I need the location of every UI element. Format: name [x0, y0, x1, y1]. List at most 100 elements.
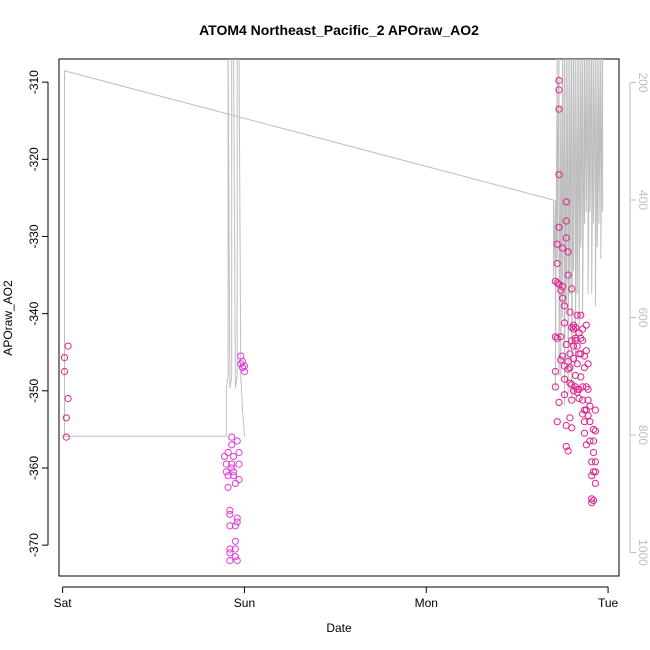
x-axis-title: Date [326, 621, 352, 635]
y-tick-label: -310 [27, 70, 41, 94]
data-point [591, 468, 600, 476]
data-point [560, 319, 569, 327]
data-point [579, 396, 587, 404]
data-point [60, 367, 69, 376]
data-point [591, 427, 600, 435]
data-point [573, 311, 581, 319]
data-point [60, 354, 69, 362]
data-point [235, 448, 243, 457]
x-tick-label: Tue [598, 596, 619, 610]
data-point [553, 240, 561, 248]
data-point [560, 302, 569, 310]
data-point [588, 472, 596, 480]
data-point [224, 483, 232, 491]
data-point [573, 360, 581, 368]
data-point [591, 406, 600, 414]
data-point [584, 411, 592, 420]
data-point [229, 468, 238, 476]
data-point [586, 402, 594, 410]
data-point [222, 468, 230, 476]
data-point [553, 259, 561, 268]
data-point [557, 356, 565, 364]
data-point [575, 394, 583, 403]
data-point [226, 510, 234, 518]
data-point [588, 495, 596, 503]
data-point [229, 452, 238, 460]
data-point [582, 347, 590, 355]
data-point [228, 460, 236, 468]
data-point [568, 285, 576, 293]
data-point [559, 283, 567, 291]
data-point [566, 364, 574, 372]
data-point [562, 198, 570, 206]
y2-tick-label: 200 [636, 72, 650, 92]
data-point [564, 447, 572, 455]
data-point [562, 217, 570, 225]
data-point [551, 333, 560, 341]
data-point [231, 537, 239, 545]
data-point [562, 340, 570, 349]
data-point [571, 323, 580, 332]
data-point [555, 223, 563, 231]
data-point [566, 379, 574, 387]
data-point [571, 334, 580, 342]
data-point [64, 342, 72, 350]
data-point [580, 429, 589, 437]
data-point [569, 354, 578, 362]
data-point [239, 357, 247, 366]
data-point [233, 514, 241, 522]
data-point [555, 86, 563, 94]
data-point [557, 286, 565, 295]
data-point [559, 294, 567, 302]
data-point [557, 333, 565, 341]
data-point [551, 367, 560, 376]
y-axis-title: APOraw_AO2 [1, 280, 15, 356]
data-point [224, 472, 232, 480]
x-tick-label: Sat [54, 596, 73, 610]
data-point [231, 522, 239, 530]
data-point [582, 321, 590, 329]
data-point [589, 448, 598, 457]
data-point [226, 522, 234, 530]
data-point [579, 325, 587, 333]
data-point [577, 311, 585, 319]
data-point [588, 458, 596, 466]
data-point [568, 396, 576, 404]
data-point [226, 506, 234, 514]
data-point [560, 391, 569, 399]
y-tick-label: -320 [27, 147, 41, 171]
data-point [562, 442, 570, 450]
data-point [591, 458, 600, 466]
data-point [233, 518, 241, 526]
y2-tick-label: 800 [636, 425, 650, 445]
data-point [240, 362, 249, 370]
plot-frame [58, 58, 620, 577]
x-axis: Sat Sun Mon Tue [54, 586, 619, 610]
data-point [224, 448, 232, 457]
data-point [577, 373, 585, 381]
data-point [229, 472, 238, 480]
data-point [555, 171, 563, 179]
data-point [228, 464, 236, 472]
data-point [589, 437, 598, 445]
data-point [231, 545, 239, 553]
data-point [568, 424, 576, 432]
y2-axis: 200 400 600 800 1000 [629, 72, 650, 566]
data-point [231, 479, 239, 487]
data-point [580, 418, 589, 426]
data-point [64, 394, 72, 403]
data-point [233, 437, 241, 445]
y-tick-label: -340 [27, 301, 41, 325]
data-point [553, 279, 561, 287]
data-point [237, 360, 245, 368]
data-point [235, 460, 243, 468]
data-point [553, 334, 561, 342]
x-tick-label: Mon [415, 596, 438, 610]
data-point [235, 475, 243, 484]
data-point [560, 375, 569, 383]
data-point [220, 452, 229, 460]
data-point [573, 342, 581, 350]
data-point [555, 398, 563, 406]
data-point [553, 418, 561, 426]
